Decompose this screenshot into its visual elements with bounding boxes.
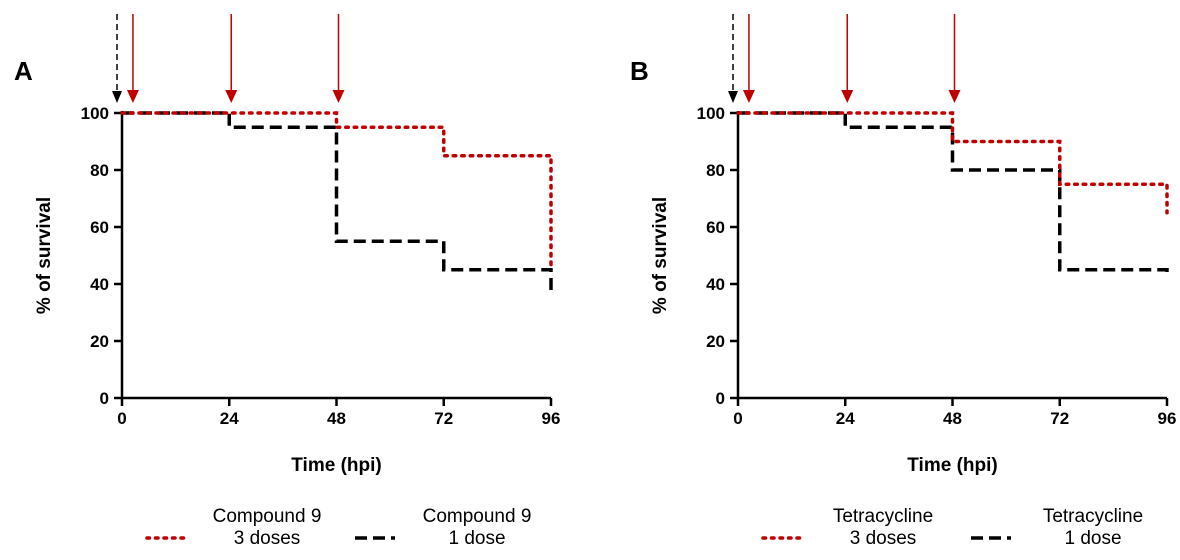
x-tick-label: 0 bbox=[733, 409, 742, 428]
dose-arrow-one-dose-head bbox=[728, 91, 738, 103]
y-tick-label: 80 bbox=[90, 161, 109, 180]
y-tick-label: 20 bbox=[706, 332, 725, 351]
y-tick-label: 60 bbox=[90, 218, 109, 237]
survival-curve-one-dose bbox=[122, 111, 553, 296]
y-tick-label: 40 bbox=[706, 275, 725, 294]
dose-arrow-three-doses-head bbox=[332, 90, 345, 103]
x-tick-label: 0 bbox=[117, 409, 126, 428]
x-tick-label: 72 bbox=[1050, 409, 1069, 428]
x-tick-label: 72 bbox=[434, 409, 453, 428]
legend-label-line: 3 doses bbox=[234, 528, 301, 549]
y-tick-label: 100 bbox=[81, 104, 109, 123]
y-axis-title: % of survival bbox=[34, 197, 55, 314]
survival-curve-three-doses bbox=[736, 111, 1169, 215]
x-tick-label: 96 bbox=[542, 409, 561, 428]
panel-a-chart: A 0 24 48 72 96 0 20 40 60 80 100 Time (hpi) % of sur… bbox=[14, 14, 560, 549]
y-axis-title: % of survival bbox=[650, 197, 671, 314]
panel-letter: A bbox=[14, 56, 33, 86]
panel-letter: B bbox=[630, 56, 649, 86]
panel-b-chart: B 0 24 48 72 96 0 20 40 60 80 100 Time (hpi) % of sur… bbox=[630, 14, 1176, 549]
legend-label-line: 1 dose bbox=[448, 528, 505, 549]
legend-label-line: Tetracycline bbox=[1043, 506, 1143, 527]
survival-curve-three-doses bbox=[120, 111, 553, 272]
legend-label-line: 1 dose bbox=[1064, 528, 1121, 549]
dose-arrow-three-doses-head bbox=[126, 90, 139, 103]
legend-label-line: 3 doses bbox=[850, 528, 917, 549]
x-tick-label: 24 bbox=[836, 409, 855, 428]
y-tick-label: 20 bbox=[90, 332, 109, 351]
x-tick-label: 48 bbox=[327, 409, 346, 428]
legend-label-one-dose: Tetracycline 1 dose bbox=[1043, 506, 1143, 549]
dose-arrow-three-doses-head bbox=[841, 90, 854, 103]
legend-label-line: Compound 9 bbox=[423, 506, 532, 527]
dose-arrow-three-doses-head bbox=[948, 90, 961, 103]
y-tick-label: 60 bbox=[706, 218, 725, 237]
x-axis-title: Time (hpi) bbox=[907, 455, 997, 476]
y-tick-label: 0 bbox=[716, 389, 725, 408]
y-tick-label: 80 bbox=[706, 161, 725, 180]
y-tick-label: 100 bbox=[697, 104, 725, 123]
legend-label-line: Compound 9 bbox=[213, 506, 322, 527]
x-tick-label: 24 bbox=[220, 409, 239, 428]
survival-curve-one-dose bbox=[738, 111, 1169, 273]
legend-label-line: Tetracycline bbox=[833, 506, 933, 527]
x-tick-label: 96 bbox=[1158, 409, 1177, 428]
x-axis-title: Time (hpi) bbox=[291, 455, 381, 476]
dose-arrow-one-dose-head bbox=[112, 91, 122, 103]
legend-label-three-doses: Tetracycline 3 doses bbox=[833, 506, 933, 549]
x-tick-label: 48 bbox=[943, 409, 962, 428]
dose-arrow-three-doses-head bbox=[742, 90, 755, 103]
y-tick-label: 40 bbox=[90, 275, 109, 294]
y-tick-label: 0 bbox=[100, 389, 109, 408]
dose-arrow-three-doses-head bbox=[225, 90, 238, 103]
